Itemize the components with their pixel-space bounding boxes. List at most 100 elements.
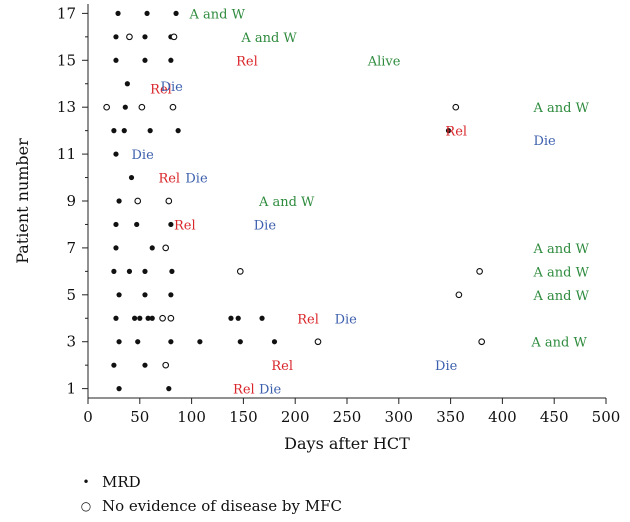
mrd-point [142,362,148,368]
no-evidence-point [165,197,173,205]
annotation-label: A and W [240,31,297,46]
y-tick-label: 1 [66,380,76,398]
mrd-point [168,339,174,345]
no-evidence-point [138,103,146,111]
mrd-point [116,198,122,204]
legend: • MRD ○ No evidence of disease by MFC [80,470,342,518]
mrd-point [135,339,141,345]
mrd-point [149,245,155,251]
y-tick-label: 3 [66,333,76,351]
no-evidence-point [236,268,244,275]
mrd-point [113,34,119,40]
no-evidence-point [478,338,486,346]
mrd-point [113,315,119,321]
annotation-label: Die [259,383,282,398]
annotation-label: Rel [233,383,255,398]
annotation-label: Rel [236,54,258,69]
mrd-point [111,362,117,368]
no-evidence-point [314,338,322,346]
x-tick-label: 400 [488,408,517,426]
x-tick-label: 300 [384,408,413,426]
no-evidence-point [162,244,170,252]
annotation-label: Die [435,359,458,374]
mrd-point [124,81,130,87]
annotation-label: Die [254,218,277,233]
annotation-label: Rel [174,218,196,233]
no-evidence-point [134,197,142,205]
no-evidence-point [162,361,170,369]
x-tick-label: 250 [333,408,362,426]
y-tick-label: 5 [66,286,76,304]
x-tick-label: 150 [229,408,258,426]
mrd-point [168,221,174,228]
x-tick-label: 100 [177,408,206,426]
annotation-label: A and W [532,265,589,280]
legend-item-no-evidence: ○ No evidence of disease by MFC [80,494,342,518]
x-axis-label: Days after HCT [284,434,410,453]
y-tick-label: 7 [66,239,76,257]
mrd-point [166,386,172,392]
legend-item-mrd: • MRD [80,470,342,494]
mrd-point [197,339,203,345]
mrd-point [142,57,148,63]
mrd-point [147,128,153,134]
mrd-point [142,268,148,274]
annotation-label: A and W [532,289,589,304]
open-circle-icon: ○ [80,499,92,513]
mrd-point [168,292,174,298]
y-tick-label: 17 [57,4,76,22]
mrd-point [259,315,265,321]
mrd-point [168,57,174,63]
mrd-point [113,151,119,157]
annotation-label: Rel [150,82,172,97]
annotation-label: Die [335,312,358,327]
mrd-point [132,315,138,321]
annotation-label: Die [161,80,184,95]
mrd-point [175,128,181,134]
x-tick-label: 0 [83,408,93,426]
mrd-point [149,315,155,321]
no-evidence-point [169,103,177,111]
mrd-point [144,10,150,16]
annotation-label: Rel [158,172,180,187]
annotation-label: Die [533,134,556,149]
mrd-point [116,386,122,392]
mrd-point [142,34,148,40]
no-evidence-point [167,314,175,322]
mrd-point [134,221,140,228]
mrd-point [113,245,119,251]
annotation-label: Rel [297,312,319,327]
mrd-point [137,315,143,321]
mrd-point [173,10,179,16]
annotation-label: A and W [530,336,587,351]
mrd-point [228,315,234,321]
mrd-point [237,339,243,345]
annotation-label: A and W [532,242,589,257]
mrd-point [111,128,117,134]
legend-label-no-evidence: No evidence of disease by MFC [102,497,342,515]
y-tick-label: 13 [57,98,76,116]
x-tick-label: 500 [592,408,621,426]
x-tick-label: 200 [281,408,310,426]
annotation-label: A and W [189,7,246,22]
annotation-label: Die [132,148,155,163]
mrd-point [113,57,119,63]
mrd-point [271,339,278,345]
no-evidence-point [103,103,110,111]
y-tick-label: 15 [57,51,76,69]
mrd-point [115,10,121,16]
filled-circle-icon: • [82,475,90,489]
annotation-label: Rel [445,125,467,140]
mrd-point [111,268,117,274]
mrd-point [235,315,241,321]
mrd-point [145,315,151,321]
mrd-point [445,128,452,134]
no-evidence-point [452,103,460,111]
no-evidence-point [126,33,133,41]
legend-label-mrd: MRD [102,473,141,491]
mrd-point [116,339,122,345]
no-evidence-point [170,33,178,41]
mrd-point [121,128,127,134]
mrd-point [142,292,148,298]
